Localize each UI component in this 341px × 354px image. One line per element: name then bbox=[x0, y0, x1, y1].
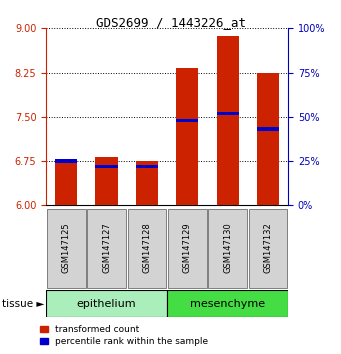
Text: GSM147125: GSM147125 bbox=[62, 222, 71, 273]
Text: GDS2699 / 1443226_at: GDS2699 / 1443226_at bbox=[95, 16, 246, 29]
Text: GSM147130: GSM147130 bbox=[223, 222, 232, 273]
Bar bbox=[46, 290, 167, 317]
Bar bbox=[249, 209, 287, 288]
Bar bbox=[87, 209, 126, 288]
Bar bbox=[176, 68, 198, 205]
Bar bbox=[257, 127, 279, 131]
Bar bbox=[47, 209, 86, 288]
Bar bbox=[217, 112, 239, 115]
Text: mesenchyme: mesenchyme bbox=[190, 298, 265, 309]
Text: GSM147128: GSM147128 bbox=[143, 222, 151, 273]
Bar bbox=[257, 73, 279, 205]
Bar bbox=[167, 290, 288, 317]
Bar bbox=[136, 161, 158, 205]
Bar bbox=[95, 165, 118, 168]
Bar bbox=[168, 209, 207, 288]
Text: GSM147127: GSM147127 bbox=[102, 222, 111, 273]
Bar bbox=[55, 159, 77, 163]
Legend: transformed count, percentile rank within the sample: transformed count, percentile rank withi… bbox=[39, 324, 210, 348]
Bar bbox=[95, 157, 118, 205]
Bar bbox=[128, 209, 166, 288]
Text: GSM147129: GSM147129 bbox=[183, 222, 192, 273]
Text: GSM147132: GSM147132 bbox=[264, 222, 272, 273]
Bar bbox=[55, 161, 77, 205]
Text: epithelium: epithelium bbox=[77, 298, 136, 309]
Bar bbox=[217, 36, 239, 205]
Bar bbox=[136, 165, 158, 168]
Bar bbox=[208, 209, 247, 288]
Bar bbox=[176, 119, 198, 122]
Text: tissue ►: tissue ► bbox=[2, 298, 44, 309]
